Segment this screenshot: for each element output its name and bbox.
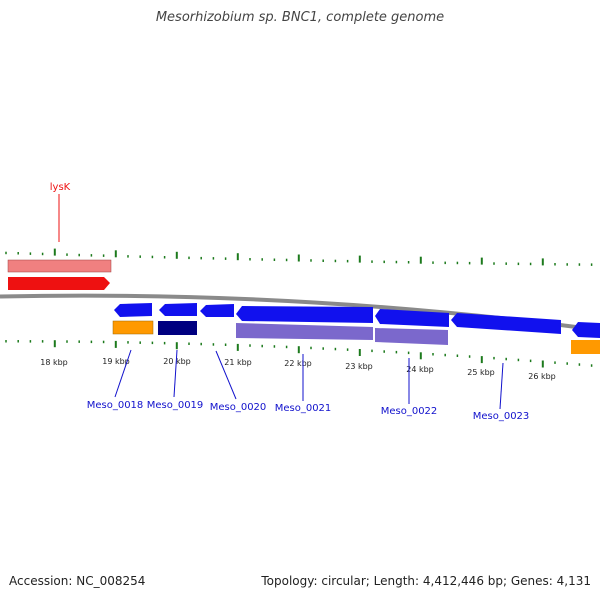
- gene-bar-meso-0018-alt[interactable]: [112, 320, 154, 335]
- tick-row-lower: [5, 340, 593, 368]
- gene-label-lysK[interactable]: lysK: [50, 182, 71, 193]
- tick-row-upper: [5, 248, 593, 266]
- scale-labels: 18 kbp 19 kbp 20 kbp 21 kbp 22 kbp 23 kb…: [40, 357, 556, 381]
- gene-arrow-meso-0020[interactable]: [200, 304, 234, 317]
- gene-bar-lysK-rna[interactable]: [7, 259, 112, 273]
- gene-arrow-edge[interactable]: [572, 322, 600, 338]
- gene-label-meso-0020[interactable]: Meso_0020: [210, 402, 267, 413]
- gene-arrow-meso-0022[interactable]: [375, 309, 449, 327]
- gene-label-meso-0023[interactable]: Meso_0023: [473, 411, 530, 422]
- gene-bar-edge-alt[interactable]: [571, 340, 600, 354]
- leader-meso-0018: [114, 349, 132, 398]
- scale-label-22: 22 kbp: [284, 359, 312, 368]
- gene-arrow-meso-0018[interactable]: [114, 303, 152, 317]
- gene-bar-meso-0021-alt[interactable]: [236, 323, 373, 340]
- scale-label-23: 23 kbp: [345, 362, 373, 371]
- scale-label-20: 20 kbp: [163, 357, 191, 366]
- gene-arrow-meso-0023[interactable]: [451, 313, 561, 334]
- map-title: Mesorhizobium sp. BNC1, complete genome: [155, 10, 445, 25]
- gene-arrow-lysK[interactable]: [8, 277, 110, 290]
- gene-label-meso-0022[interactable]: Meso_0022: [381, 406, 438, 417]
- accession-text: Accession: NC_008254: [9, 574, 146, 588]
- scale-label-25: 25 kbp: [467, 368, 495, 377]
- scale-label-18: 18 kbp: [40, 358, 68, 367]
- gene-bar-meso-0022-alt[interactable]: [375, 328, 448, 345]
- scale-label-24: 24 kbp: [406, 365, 434, 374]
- scale-label-21: 21 kbp: [224, 358, 252, 367]
- leader-meso-0023: [499, 362, 504, 410]
- gene-label-meso-0018[interactable]: Meso_0018: [87, 400, 144, 411]
- scale-label-19: 19 kbp: [102, 357, 130, 366]
- gene-label-meso-0019[interactable]: Meso_0019: [147, 400, 204, 411]
- gene-label-meso-0021[interactable]: Meso_0021: [275, 403, 332, 414]
- genome-summary-text: Topology: circular; Length: 4,412,446 bp…: [261, 574, 591, 588]
- gene-arrow-meso-0021[interactable]: [236, 306, 373, 323]
- leader-meso-0019: [173, 349, 178, 398]
- gene-arrow-meso-0019[interactable]: [159, 303, 197, 316]
- scale-label-26: 26 kbp: [528, 372, 556, 381]
- gene-bar-meso-0019-alt[interactable]: [158, 321, 197, 335]
- leader-meso-0020: [215, 350, 237, 400]
